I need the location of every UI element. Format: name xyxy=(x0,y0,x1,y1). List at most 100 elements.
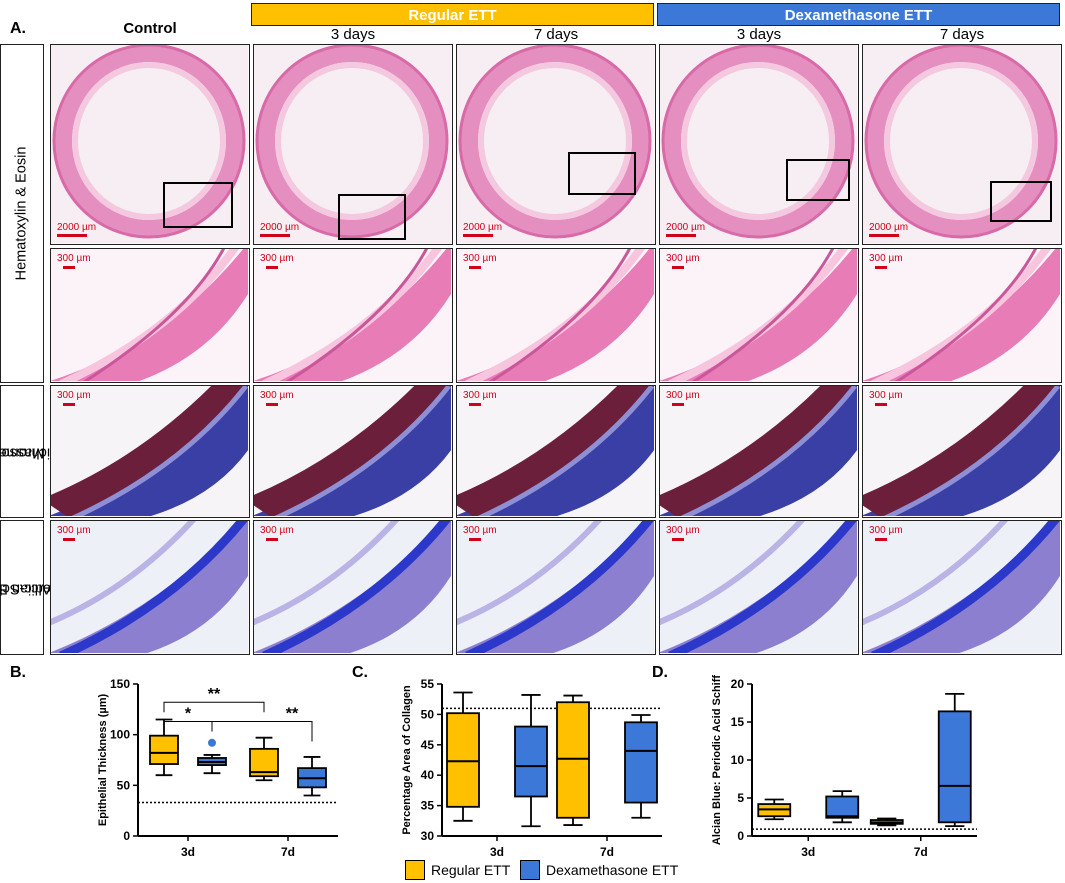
outlier-point xyxy=(208,738,216,747)
y-tick-label: 15 xyxy=(731,715,745,729)
scale-bar: 2000 µm xyxy=(463,222,502,237)
y-axis-label: Percentage Area of Collagen xyxy=(401,685,413,835)
row-label-alcian: Alcian Blue/Periodic-Schiff xyxy=(0,520,77,655)
scale-bar-label: 300 µm xyxy=(57,390,91,401)
scale-bar-label: 300 µm xyxy=(463,525,497,536)
scale-bar: 300 µm xyxy=(869,525,903,541)
box-regular-3d xyxy=(149,734,179,765)
scale-bar-label: 300 µm xyxy=(869,390,903,401)
chart-d-alcian-pas: 0 5 10 15 20 Alcian Blue: Periodic Acid Schif… xyxy=(711,675,977,859)
scale-bar-label: 300 µm xyxy=(57,525,91,536)
scale-bar-line xyxy=(469,538,481,541)
panel-d-label: D. xyxy=(652,664,668,681)
micrograph-he-low-regular-3d: 2000 µm xyxy=(253,44,453,245)
y-tick-label: 0 xyxy=(123,829,130,843)
scale-bar-label: 300 µm xyxy=(57,253,91,264)
scale-bar-line xyxy=(875,403,887,406)
dexamethasone-ett-header: Dexamethasone ETT xyxy=(657,3,1060,26)
scale-bar: 300 µm xyxy=(463,390,497,406)
scale-bar-label: 300 µm xyxy=(463,390,497,401)
x-tick-label: 3d xyxy=(801,845,815,859)
scale-bar-label: 300 µm xyxy=(260,390,294,401)
box-dexamethasone-7d xyxy=(937,710,972,824)
y-tick-label: 55 xyxy=(421,677,435,691)
row-label-masson: Masson'sTrichrome xyxy=(0,385,63,518)
micrograph-he-high-regular-3d: 300 µm xyxy=(253,248,453,383)
y-tick-label: 45 xyxy=(421,738,435,752)
y-tick-label: 0 xyxy=(737,829,744,843)
scale-bar: 2000 µm xyxy=(57,222,96,237)
box-regular-7d xyxy=(556,701,590,819)
scale-bar-label: 2000 µm xyxy=(260,222,300,233)
scale-bar-line xyxy=(63,403,75,406)
scale-bar-label: 2000 µm xyxy=(57,222,97,233)
legend-regular: Regular ETT xyxy=(405,860,510,880)
y-tick-label: 35 xyxy=(421,799,435,813)
scale-bar-label: 300 µm xyxy=(260,253,294,264)
micrograph-he-high-regular-7d: 300 µm xyxy=(456,248,656,383)
scale-bar-line xyxy=(869,234,899,237)
scale-bar-line xyxy=(266,538,278,541)
y-tick-label: 10 xyxy=(731,753,745,767)
scale-bar-line xyxy=(266,403,278,406)
inset-box xyxy=(990,181,1052,222)
micrograph-he-high-control: 300 µm xyxy=(50,248,250,383)
scale-bar-label: 2000 µm xyxy=(869,222,909,233)
micrograph-he-low-regular-7d: 2000 µm xyxy=(456,44,656,245)
y-tick-label: 100 xyxy=(110,728,130,742)
sig-bracket-top xyxy=(163,701,265,713)
y-tick-label: 40 xyxy=(421,768,435,782)
scale-bar: 300 µm xyxy=(666,253,700,269)
x-tick-label: 7d xyxy=(281,845,295,859)
scale-bar: 300 µm xyxy=(57,525,91,541)
scale-bar-line xyxy=(463,234,493,237)
scale-bar: 2000 µm xyxy=(869,222,908,237)
scale-bar: 2000 µm xyxy=(260,222,299,237)
scale-bar: 300 µm xyxy=(57,253,91,269)
micrograph-masson-regular-7d: 300 µm xyxy=(456,385,656,518)
inset-box xyxy=(338,194,406,240)
scale-bar-line xyxy=(672,538,684,541)
y-tick-label: 5 xyxy=(737,791,744,805)
micrograph-he-high-dexa-7d: 300 µm xyxy=(862,248,1062,383)
scale-bar-line xyxy=(666,234,696,237)
scale-bar-line xyxy=(63,266,75,269)
control-header: Control xyxy=(123,20,177,37)
micrograph-alcian-dexa-3d: 300 µm xyxy=(659,520,859,655)
scale-bar-label: 300 µm xyxy=(869,253,903,264)
legend-dexamethasone-swatch xyxy=(520,860,540,880)
scale-bar-line xyxy=(672,266,684,269)
panel-c-label: C. xyxy=(352,664,368,681)
y-tick-label: 50 xyxy=(117,778,131,792)
y-axis-label: Alcian Blue: Periodic Acid Schiff xyxy=(711,675,723,845)
micrograph-alcian-regular-7d: 300 µm xyxy=(456,520,656,655)
scale-bar-label: 300 µm xyxy=(666,525,700,536)
scale-bar: 2000 µm xyxy=(666,222,705,237)
scale-bar: 300 µm xyxy=(260,253,294,269)
x-tick-label: 3d xyxy=(490,845,504,859)
scale-bar-line xyxy=(63,538,75,541)
micrograph-he-low-dexa-3d: 2000 µm xyxy=(659,44,859,245)
scale-bar: 300 µm xyxy=(260,525,294,541)
chart-c-collagen-area: 30 35 40 45 50 55 Percentage Area of Collagen 3… xyxy=(401,677,662,859)
y-axis-label: Epithelial Thickness (µm) xyxy=(97,694,109,827)
panel-b-label: B. xyxy=(10,664,26,681)
x-tick-label: 7d xyxy=(600,845,614,859)
y-tick-label: 50 xyxy=(421,707,435,721)
micrograph-masson-regular-3d: 300 µm xyxy=(253,385,453,518)
micrograph-masson-dexa-7d: 300 µm xyxy=(862,385,1062,518)
scale-bar-line xyxy=(469,266,481,269)
col-dexa-7-days: 7 days xyxy=(939,26,985,43)
scale-bar-label: 2000 µm xyxy=(666,222,706,233)
micrograph-alcian-regular-3d: 300 µm xyxy=(253,520,453,655)
micrograph-masson-control: 300 µm xyxy=(50,385,250,518)
y-tick-label: 20 xyxy=(731,677,745,691)
scale-bar-label: 300 µm xyxy=(666,390,700,401)
sig-label-star: * xyxy=(185,705,192,722)
scale-bar-line xyxy=(875,266,887,269)
regular-ett-header: Regular ETT xyxy=(251,3,654,26)
scale-bar-line xyxy=(57,234,87,237)
col-regular-7-days: 7 days xyxy=(533,26,579,43)
y-tick-label: 30 xyxy=(421,829,435,843)
